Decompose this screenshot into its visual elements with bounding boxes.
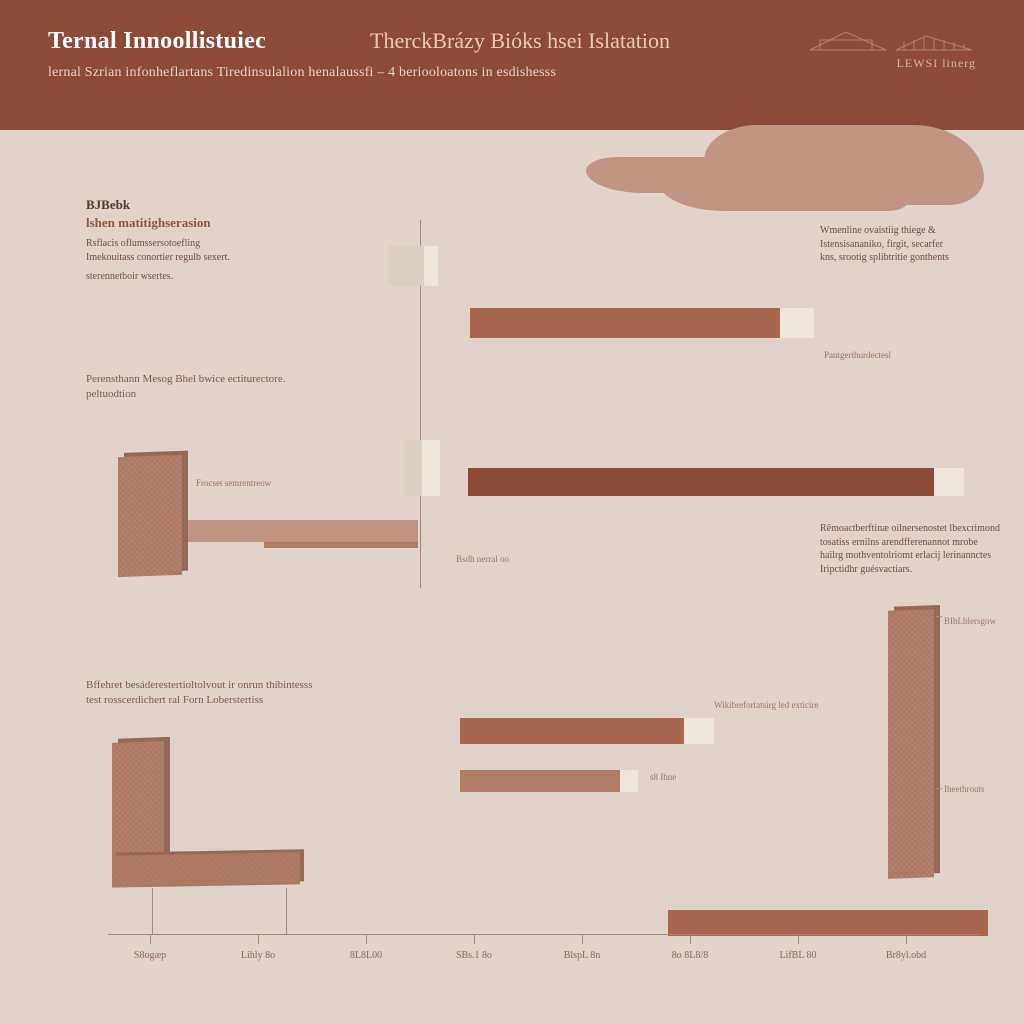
section4: Bffehret besáderestertioltolvout ir onru… <box>86 678 406 708</box>
column-leader1 <box>936 616 942 617</box>
chart2-bar-1 <box>460 718 684 744</box>
x-tick <box>582 934 583 944</box>
chart1-mid-tag: Bsdh nerral oo <box>456 554 509 564</box>
brick-sample <box>118 455 182 577</box>
x-label: LifBL 80 <box>779 950 816 961</box>
lshape-h <box>112 852 300 887</box>
chart1-right-note-2: kns, srootig splibtritie gonthents <box>820 251 1000 265</box>
cloud-decor <box>704 125 984 205</box>
section3-note-2: hailrg mothventolriomt erlacij lerinannc… <box>820 549 1010 563</box>
section1: BJBebk lshen matitighserasion Rsflacis o… <box>86 196 366 284</box>
chart1-bar-neg <box>186 520 418 542</box>
chart2-bar-1-cap <box>684 718 714 744</box>
section1-line1: Imekouitass conortier regulb sexert. <box>86 251 366 265</box>
x-tick <box>150 934 151 944</box>
section1-title2: lshen matitighserasion <box>86 214 366 232</box>
section2: Perensthann Mesog Bhel bwice ectiturecto… <box>86 372 386 402</box>
section4-line1: test rosscerdichert ral Forn Lobersterti… <box>86 693 406 708</box>
x-label: Lihly 8o <box>241 950 275 961</box>
chart2-bar-2 <box>460 770 620 792</box>
chart1-right-tag: Pantgerthurdectesl <box>824 350 891 360</box>
logo-text: LEWSI linerg <box>897 56 976 71</box>
chart1-bar-neg-thin <box>264 542 418 548</box>
logo-icon <box>806 22 976 56</box>
page-subtitle: lernal Szrian infonheflartans Tiredinsul… <box>48 65 976 81</box>
x-label: 8L8L00 <box>350 950 382 961</box>
section3-note-1: tosatiss ernilns arendfferenannot mrobe <box>820 536 1010 550</box>
chart1-bar-1 <box>470 308 780 338</box>
x-label: Br8yl.obd <box>886 950 926 961</box>
chart1-block-a2 <box>424 246 438 286</box>
chart1-bar-2-cap <box>934 468 964 496</box>
x-label: SBs.1 8o <box>456 950 492 961</box>
section3-note-0: Rêmoactberftinæ oilnersenostet lbexcrimo… <box>820 522 1010 536</box>
x-label: BlspL 8n <box>564 950 601 961</box>
x-tick <box>798 934 799 944</box>
column-leader2 <box>936 788 942 789</box>
chart1-right-note-0: Wmenline ovaistiig thiege & <box>820 224 1000 238</box>
chart1-bar-2 <box>468 468 934 496</box>
x-label: 8o 8L8/8 <box>672 950 708 961</box>
chart1-block-b <box>404 440 422 496</box>
header: Ternal Innoollistuiec TherckBrázy Bióks … <box>0 0 1024 130</box>
chart1-right-note: Wmenline ovaistiig thiege & Istensisanan… <box>820 224 1000 265</box>
chart1-right-note-1: Istensisananiko, firgit, secarfer <box>820 238 1000 252</box>
x-tick <box>474 934 475 944</box>
brick-sample-caption: Frocset semrentreow <box>196 478 271 488</box>
x-tick <box>366 934 367 944</box>
chart1-bar-1-cap <box>780 308 814 338</box>
lshape-tick2 <box>286 888 287 934</box>
section1-title1: BJBebk <box>86 196 366 214</box>
section1-line0: Rsflacis oflumssersotoefling <box>86 237 366 251</box>
chart1-block-b2 <box>422 440 440 496</box>
section3-note-3: Iripctidhr guésvactiars. <box>820 563 1010 577</box>
lshape-tick1 <box>152 888 153 934</box>
x-tick <box>906 934 907 944</box>
column-right <box>888 609 934 879</box>
chart2-bar-2-cap <box>620 770 638 792</box>
section4-line0: Bffehret besáderestertioltolvout ir onru… <box>86 678 406 693</box>
section1-line2: sterennetboir wsertes. <box>86 270 366 284</box>
section2-line0: Perensthann Mesog Bhel bwice ectiturecto… <box>86 372 386 387</box>
x-tick <box>258 934 259 944</box>
x-label: S8ogæp <box>134 950 166 961</box>
column-right-tag2: Iheethrouts <box>944 784 985 794</box>
x-tick <box>690 934 691 944</box>
chart2-side-label: Wikibrefortatsirg led exticire <box>714 700 818 710</box>
chart2-bar2-tag: s8 Ibne <box>650 772 676 782</box>
chart1-block-a <box>388 246 424 286</box>
x-axis-line <box>108 934 980 935</box>
section2-line1: peltuodtion <box>86 387 386 402</box>
column-right-tag1: BIbLblersgow <box>944 616 996 626</box>
header-center-title: TherckBrázy Bióks hsei Islatation <box>370 28 670 54</box>
bottom-bar <box>668 910 988 936</box>
section3-note: Rêmoactberftinæ oilnersenostet lbexcrimo… <box>820 522 1010 576</box>
